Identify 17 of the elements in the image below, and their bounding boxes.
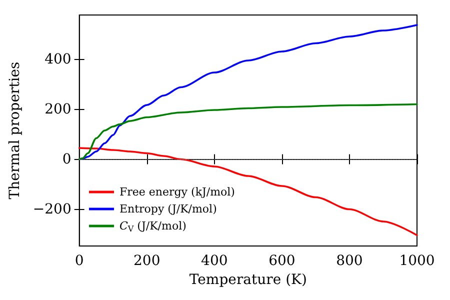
y-tick-label: 200 xyxy=(44,101,72,118)
y-tick-label: 400 xyxy=(44,51,72,68)
x-tick-label: 800 xyxy=(336,253,363,269)
y-axis-title: Thermal properties xyxy=(7,62,23,200)
line-series xyxy=(78,147,418,236)
legend-label: Free energy (kJ/mol) xyxy=(120,186,235,198)
y-tick-label: 0 xyxy=(62,151,72,168)
x-tick-label: 1000 xyxy=(399,253,435,269)
x-tick-label: 600 xyxy=(268,253,296,269)
y-tick-label: −200 xyxy=(32,201,72,218)
x-tick-label: 400 xyxy=(201,253,228,269)
x-axis-title: Temperature (K) xyxy=(189,272,307,288)
line-series xyxy=(78,24,418,160)
x-tick-label: 200 xyxy=(134,253,160,269)
legend-label: Entropy (J/K/mol) xyxy=(120,202,217,216)
line-series xyxy=(78,103,418,160)
x-tick-label: 0 xyxy=(74,253,84,269)
